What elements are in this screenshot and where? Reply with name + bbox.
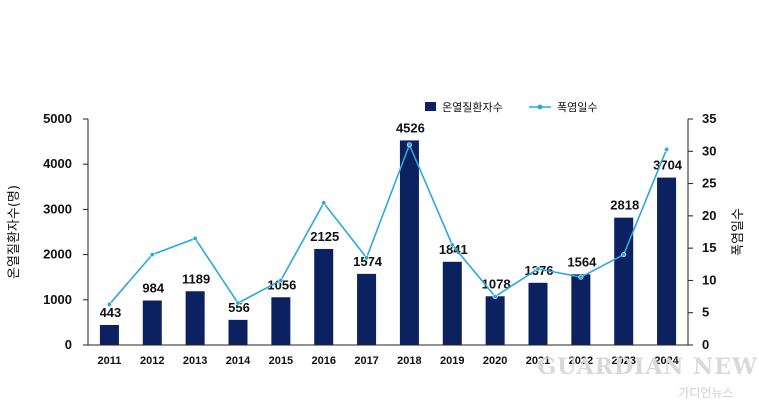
bar-data-label: 1189 xyxy=(182,271,210,286)
bar xyxy=(399,140,419,345)
line-path xyxy=(108,142,668,305)
x-tick-label: 2013 xyxy=(183,355,207,367)
bar xyxy=(528,282,548,345)
x-tick-label: 2012 xyxy=(140,355,164,367)
legend-label-line: 폭염일수 xyxy=(557,100,597,114)
left-axis: 0 1000 2000 3000 4000 5000 xyxy=(43,111,89,352)
bar-data-label: 443 xyxy=(100,305,122,320)
bar-data-label: 1564 xyxy=(567,254,597,269)
line-point xyxy=(621,252,627,258)
right-tick-label: 5 xyxy=(702,305,709,320)
bar-data-label: 1574 xyxy=(353,254,383,269)
right-tick-label: 25 xyxy=(702,176,716,191)
bar xyxy=(571,274,591,345)
bar xyxy=(357,273,377,345)
right-tick-label: 20 xyxy=(702,208,716,223)
x-tick-label: 2018 xyxy=(397,355,421,367)
line-point xyxy=(106,301,112,307)
bar xyxy=(185,291,205,345)
right-axis: 0 5 10 15 20 25 30 35 xyxy=(687,111,716,352)
bar xyxy=(442,261,462,345)
x-tick-label: 2019 xyxy=(440,355,464,367)
line-point xyxy=(278,277,284,283)
line-point xyxy=(578,274,584,280)
line-point xyxy=(364,255,370,261)
x-tick-label: 2021 xyxy=(526,355,550,367)
bar-data-label: 984 xyxy=(142,281,164,296)
line-point xyxy=(492,294,498,300)
right-tick-label: 0 xyxy=(702,337,709,352)
x-tick-label: 2016 xyxy=(311,355,335,367)
line-point xyxy=(321,200,327,206)
legend-label-bar: 온열질환자수 xyxy=(442,101,503,114)
left-tick-label: 3000 xyxy=(43,201,72,216)
bar-data-label: 1056 xyxy=(267,277,296,292)
bar xyxy=(142,300,162,345)
bar-series: 4439841189556105621251574452618411078137… xyxy=(100,120,683,345)
line-point xyxy=(449,242,455,248)
bar-data-label: 556 xyxy=(228,300,250,315)
left-tick-label: 0 xyxy=(65,337,72,352)
left-tick-label: 1000 xyxy=(43,292,72,307)
x-tick-label: 2017 xyxy=(354,355,378,367)
right-tick-label: 10 xyxy=(702,272,716,287)
line-point xyxy=(149,252,155,258)
x-tick-label: 2011 xyxy=(97,355,121,367)
legend: 온열질환자수 폭염일수 xyxy=(425,100,597,114)
y2-axis-label: 폭염일수 xyxy=(731,208,746,256)
line-point xyxy=(406,142,412,148)
x-tick-label: 2015 xyxy=(269,355,293,367)
line-point xyxy=(664,146,670,152)
x-tick-label: 2020 xyxy=(483,355,507,367)
bar-data-label: 2125 xyxy=(310,229,339,244)
right-tick-label: 30 xyxy=(702,143,716,158)
bar-data-label: 2818 xyxy=(610,198,639,213)
x-tick-label: 2023 xyxy=(611,355,635,367)
bar xyxy=(99,324,119,345)
line-point xyxy=(535,266,541,272)
bar-data-label: 3704 xyxy=(653,158,683,173)
watermark-text: GUARDIAN NEWS xyxy=(537,354,759,380)
bar-data-label: 1078 xyxy=(482,276,511,291)
bar xyxy=(657,177,677,345)
legend-swatch-bar xyxy=(425,102,436,111)
bar xyxy=(271,297,291,345)
legend-swatch-marker xyxy=(537,104,543,110)
bar xyxy=(314,248,334,345)
y-axis-label: 온열질환자수(명) xyxy=(7,185,22,279)
right-tick-label: 35 xyxy=(702,111,716,126)
line-point xyxy=(192,235,198,241)
x-tick-label: 2022 xyxy=(569,355,593,367)
x-axis: 2011 2012 2013 2014 2015 2016 2017 2018 2019 2020… xyxy=(88,344,688,367)
bar xyxy=(485,296,505,345)
x-tick-label: 2024 xyxy=(654,355,679,367)
left-tick-label: 4000 xyxy=(43,156,72,171)
bar xyxy=(228,319,248,345)
line-series xyxy=(106,142,670,307)
bar-data-label: 4526 xyxy=(396,120,425,135)
bar xyxy=(614,217,634,345)
x-tick-label: 2014 xyxy=(226,355,251,367)
line-point xyxy=(235,300,241,306)
watermark-subtext: 가디언뉴스 xyxy=(678,386,733,400)
left-tick-label: 2000 xyxy=(43,247,72,262)
watermark: GUARDIAN NEWS 가디언뉴스 xyxy=(537,354,759,400)
bar-data-label: 1841 xyxy=(439,242,468,257)
right-tick-label: 15 xyxy=(702,240,716,255)
left-tick-label: 5000 xyxy=(43,111,72,126)
